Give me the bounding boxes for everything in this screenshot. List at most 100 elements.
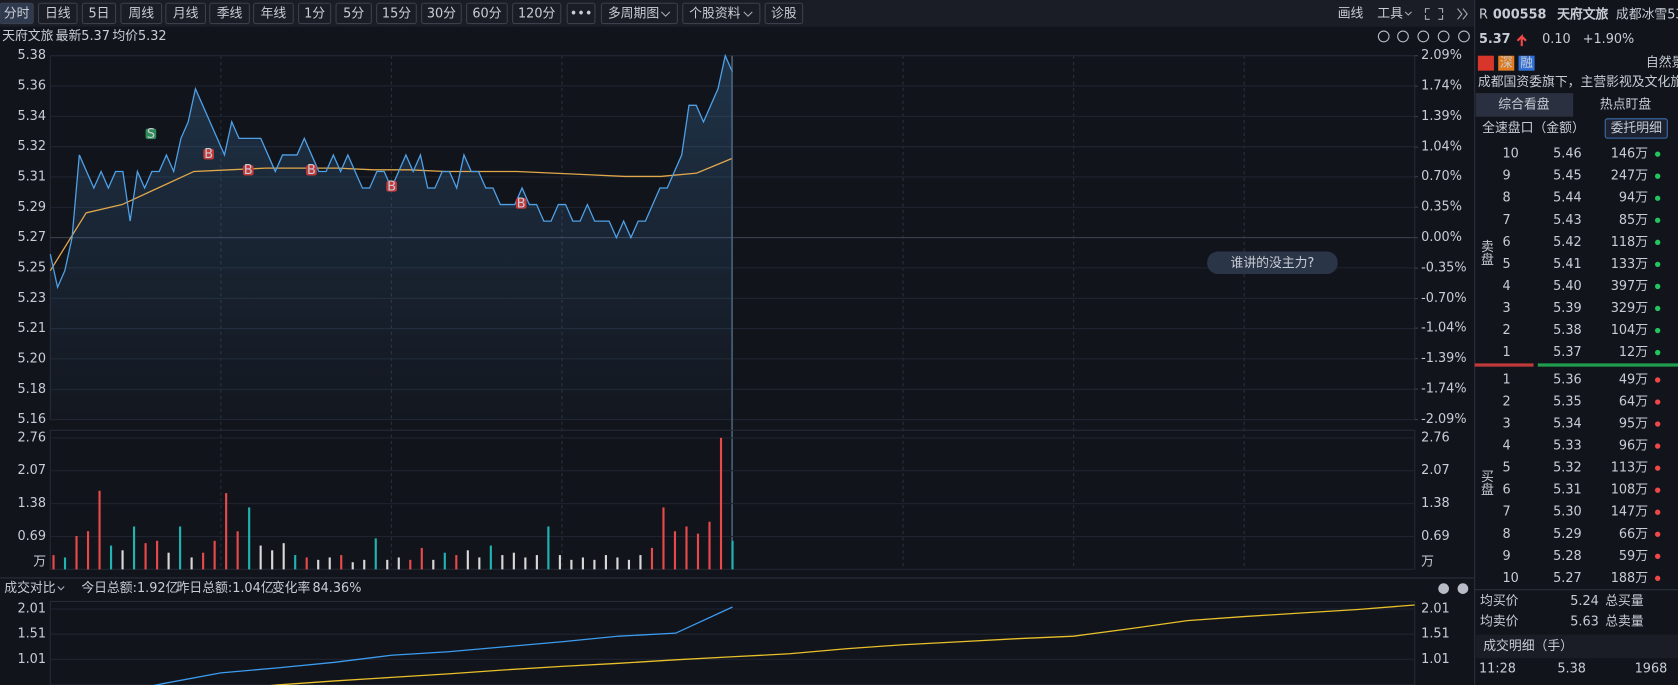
toolbar-button-bg[interactable] bbox=[209, 2, 250, 25]
toolbar-button-label[interactable]: 120分 bbox=[518, 6, 555, 21]
toolbar-button-label[interactable]: 60分 bbox=[472, 6, 501, 21]
toolbar-button[interactable]: 5日 bbox=[81, 2, 117, 25]
average-price: 均价5.32 bbox=[112, 29, 166, 44]
depth-level: 3 bbox=[1502, 417, 1510, 432]
toolbar-right[interactable]: 工具 bbox=[1377, 6, 1403, 21]
chart-tool-icon[interactable] bbox=[1458, 30, 1470, 43]
toolbar-button-bg[interactable] bbox=[120, 2, 163, 25]
volume-bar bbox=[374, 538, 377, 570]
trade-mark: B bbox=[204, 147, 213, 162]
chart-tool-icon[interactable] bbox=[1377, 30, 1390, 43]
toolbar-button-label[interactable]: 个股资料 bbox=[689, 6, 740, 21]
toolbar-button-bg[interactable] bbox=[335, 2, 372, 25]
toolbar-button[interactable]: 诊股 bbox=[764, 2, 804, 25]
fullscreen-icon[interactable] bbox=[1424, 8, 1444, 20]
tag-extra: 自然景 bbox=[1646, 55, 1678, 71]
y2-tick-label: 2.09% bbox=[1421, 48, 1462, 63]
y-tick-label: 1.01 bbox=[17, 652, 46, 667]
toolbar-button-label[interactable]: 月线 bbox=[173, 6, 199, 21]
trade-time: 11:28 bbox=[1479, 661, 1516, 676]
toolbar-button-label[interactable]: 季线 bbox=[217, 6, 243, 21]
expand-icon[interactable] bbox=[1457, 8, 1468, 20]
toolbar-button-bg[interactable] bbox=[298, 2, 332, 25]
toolbar-button-bg[interactable] bbox=[0, 2, 34, 25]
toolbar-button-label[interactable]: 分时 bbox=[4, 6, 30, 21]
toolbar-button-bg[interactable] bbox=[253, 2, 294, 25]
panel-icon[interactable] bbox=[1438, 583, 1449, 594]
y-tick-label: 5.16 bbox=[17, 412, 46, 427]
depth-price: 5.40 bbox=[1553, 279, 1582, 294]
toolbar-button-bg[interactable] bbox=[81, 2, 117, 25]
toolbar-right[interactable]: 画线 bbox=[1338, 6, 1364, 21]
toolbar-button[interactable]: 个股资料 bbox=[682, 2, 761, 25]
depth-dot bbox=[1654, 151, 1661, 157]
panel-tab-active[interactable] bbox=[1475, 93, 1574, 117]
toolbar-button-label[interactable]: 30分 bbox=[427, 6, 456, 21]
volume-bar bbox=[512, 552, 515, 570]
toolbar-button-label[interactable]: 周线 bbox=[128, 6, 154, 21]
toolbar-button[interactable]: 60分 bbox=[466, 2, 508, 25]
volume-bar bbox=[708, 521, 711, 570]
depth-price: 5.35 bbox=[1553, 395, 1582, 410]
volume-bar bbox=[328, 557, 331, 570]
toolbar-button-label[interactable]: 15分 bbox=[382, 6, 411, 21]
depth-dot bbox=[1654, 509, 1661, 515]
toolbar-button[interactable]: 120分 bbox=[512, 2, 562, 25]
toolbar-button-bg[interactable] bbox=[682, 2, 761, 25]
depth-volume: 247万 bbox=[1611, 169, 1648, 184]
toolbar-button-label[interactable]: 多周期图 bbox=[608, 6, 659, 21]
toolbar-button-bg[interactable] bbox=[764, 2, 804, 25]
toolbar-button[interactable]: 15分 bbox=[376, 2, 417, 25]
toolbar-button[interactable]: 多周期图 bbox=[600, 2, 678, 25]
toolbar-button[interactable]: 季线 bbox=[209, 2, 250, 25]
dropdown-arrow bbox=[1404, 11, 1412, 16]
volume-bar bbox=[719, 437, 723, 570]
trade-mark: B bbox=[387, 179, 396, 194]
chart-tool-icon[interactable] bbox=[1397, 30, 1409, 43]
toolbar-button-label[interactable]: 1分 bbox=[304, 6, 325, 21]
volume-bar bbox=[225, 493, 228, 570]
toolbar-button[interactable]: 周线 bbox=[120, 2, 163, 25]
y2-tick-label: 1.01 bbox=[1421, 652, 1450, 667]
toolbar-button[interactable]: 月线 bbox=[165, 2, 207, 25]
toolbar-button-label[interactable]: 5分 bbox=[343, 6, 364, 21]
depth-level: 2 bbox=[1502, 395, 1510, 410]
stock-concept: 成都冰雪53 bbox=[1616, 8, 1678, 23]
depth-button-bg[interactable] bbox=[1604, 118, 1668, 139]
trade-mark: S bbox=[147, 127, 155, 142]
toolbar-button-bg[interactable] bbox=[37, 2, 78, 25]
toolbar-button-label[interactable]: 诊股 bbox=[771, 6, 797, 21]
stock-price: 5.37 bbox=[1479, 32, 1511, 47]
toolbar-button-bg[interactable] bbox=[600, 2, 678, 25]
toolbar-button-label[interactable]: 5日 bbox=[88, 6, 109, 21]
dropdown-arrow[interactable] bbox=[57, 586, 65, 591]
toolbar-button[interactable]: 日线 bbox=[37, 2, 78, 25]
y2-tick-label: -0.35% bbox=[1421, 261, 1466, 276]
toolbar-button[interactable]: ••• bbox=[566, 2, 596, 25]
toolbar-button-bg[interactable] bbox=[512, 2, 562, 25]
toolbar-button-bg[interactable] bbox=[165, 2, 207, 25]
toolbar-button-bg[interactable] bbox=[421, 2, 462, 25]
toolbar-button-bg[interactable] bbox=[376, 2, 417, 25]
depth-dot bbox=[1654, 349, 1661, 356]
toolbar-button[interactable]: 30分 bbox=[421, 2, 462, 25]
toolbar-button[interactable]: 分时 bbox=[0, 2, 34, 25]
toolbar-button-bg[interactable] bbox=[566, 2, 596, 25]
toolbar-button-bg[interactable] bbox=[466, 2, 508, 25]
toolbar-button-label[interactable]: 日线 bbox=[45, 6, 71, 21]
panel-icon[interactable] bbox=[1457, 583, 1469, 594]
depth-level: 7 bbox=[1502, 505, 1510, 520]
stock-pct: +1.90% bbox=[1583, 32, 1635, 47]
depth-level: 6 bbox=[1502, 235, 1510, 250]
toolbar-button-label[interactable]: ••• bbox=[570, 6, 593, 21]
toolbar-button[interactable]: 1分 bbox=[298, 2, 332, 25]
volume-bar bbox=[156, 540, 159, 570]
toolbar-button[interactable]: 5分 bbox=[335, 2, 372, 25]
y-tick-label: 5.31 bbox=[17, 169, 46, 184]
chart-tool-icon[interactable] bbox=[1417, 30, 1430, 43]
toolbar-button[interactable]: 年线 bbox=[253, 2, 294, 25]
toolbar-button-label[interactable]: 年线 bbox=[261, 6, 287, 21]
tag-label: 融 bbox=[1520, 56, 1533, 71]
chart-tool-icon[interactable] bbox=[1437, 30, 1450, 43]
dropdown-arrow bbox=[660, 11, 671, 17]
